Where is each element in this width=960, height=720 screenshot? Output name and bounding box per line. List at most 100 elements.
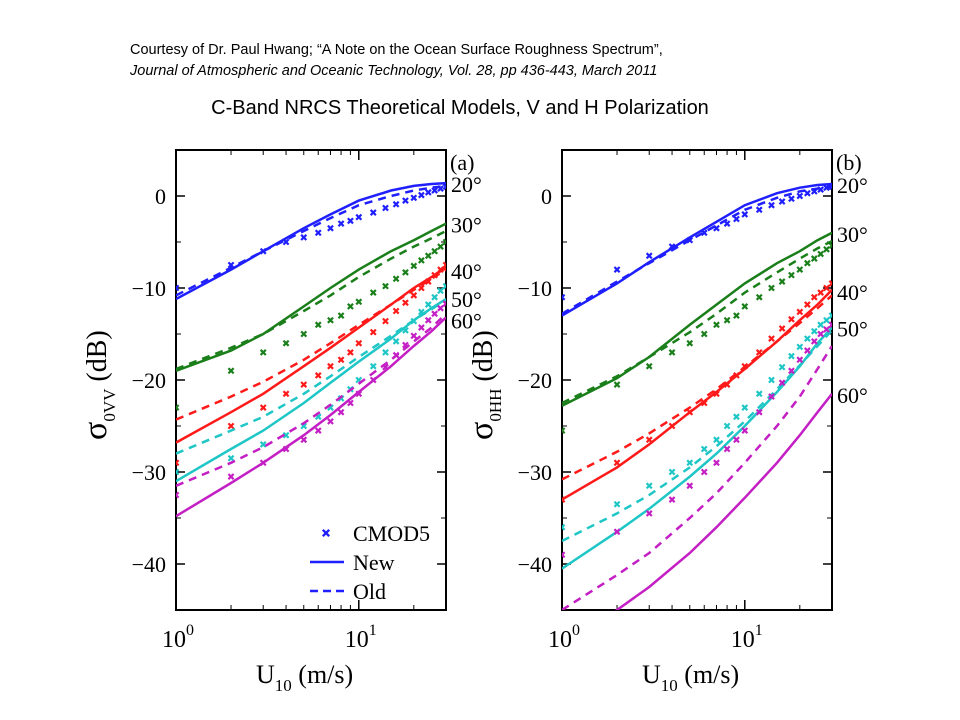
cmod5-point-60 (282, 445, 290, 453)
cmod5-point-40 (700, 399, 708, 407)
cmod5-point-40 (713, 390, 720, 398)
y-axis-label: σ0HH (dB) (463, 330, 505, 440)
cmod5-point-50 (437, 287, 444, 295)
cmod5-point-30 (314, 321, 322, 329)
cmod5-point-40 (437, 266, 444, 273)
old-line-60 (176, 312, 446, 487)
y-tick-label: 0 (155, 184, 166, 209)
cmod5-point-60 (392, 351, 400, 359)
cmod5-point-30 (817, 250, 825, 258)
cmod5-point-30 (755, 293, 763, 301)
cmod5-point-20 (768, 201, 775, 209)
angle-label-40: 40° (837, 280, 868, 305)
cmod5-point-50 (562, 523, 566, 531)
credit-line-2: Journal of Atmospheric and Oceanic Techn… (130, 63, 658, 79)
x-axis-subscript: 10 (661, 676, 678, 695)
cmod5-point-30 (700, 330, 708, 338)
plot-area (562, 182, 832, 610)
x-tick-exponent: 1 (369, 622, 377, 639)
cmod5-point-40 (668, 422, 676, 430)
cmod5-point-30 (337, 312, 345, 319)
x-axis-unit: (m/s) (678, 660, 739, 689)
cmod5-point-20 (723, 220, 731, 227)
cmod5-point-60 (337, 408, 345, 416)
y-tick-label: −20 (518, 368, 552, 393)
legend-new-label: New (353, 550, 395, 575)
legend-cmod5-marker (321, 528, 331, 538)
cmod5-point-60 (778, 379, 786, 387)
old-line-60 (562, 345, 832, 610)
angle-label-60: 60° (451, 308, 482, 333)
old-line-50 (562, 329, 832, 543)
x-tick-exponent: 0 (572, 622, 580, 639)
new-line-40 (176, 266, 446, 444)
cmod5-point-50 (392, 337, 400, 345)
cmod5-point-20 (796, 192, 804, 200)
cmod5-point-20 (804, 189, 811, 197)
new-line-20 (176, 181, 446, 301)
cmod5-point-50 (176, 468, 180, 476)
cmod5-point-60 (355, 390, 363, 398)
cmod5-point-30 (176, 404, 180, 411)
cmod5-point-20 (817, 186, 825, 193)
cmod5-point-50 (613, 500, 621, 508)
cmod5-point-40 (355, 339, 363, 347)
cmod5-point-40 (176, 459, 180, 467)
cmod5-point-60 (431, 310, 439, 318)
cmod5-point-60 (810, 337, 818, 345)
cmod5-point-50 (778, 363, 786, 371)
cmod5-point-30 (355, 298, 363, 306)
x-tick-base: 10 (345, 627, 369, 653)
cmod5-point-40 (392, 307, 400, 315)
cmod5-point-40 (768, 335, 775, 342)
panel-label: (b) (836, 150, 862, 175)
cmod5-point-50 (700, 445, 708, 453)
cmod5-point-30 (686, 339, 694, 347)
cmod5-point-30 (227, 367, 235, 375)
x-tick-label: 101 (345, 622, 377, 653)
slide-title: C-Band NRCS Theoretical Models, V and H … (211, 97, 709, 119)
cmod5-point-60 (645, 510, 653, 517)
cmod5-point-30 (410, 262, 418, 270)
cmod5-point-40 (723, 381, 731, 388)
cmod5-point-40 (369, 328, 377, 336)
cmod5-point-30 (645, 362, 653, 370)
cmod5-point-40 (337, 356, 345, 364)
cmod5-point-30 (778, 278, 786, 285)
cmod5-point-20 (337, 220, 345, 227)
cmod5-point-60 (402, 341, 409, 349)
cmod5-point-50 (382, 349, 389, 356)
cmod5-point-40 (431, 271, 439, 279)
x-tick-label: 100 (162, 622, 194, 653)
x-tick-label: 101 (731, 622, 763, 653)
y-tick-label: −10 (518, 276, 552, 301)
cmod5-point-50 (817, 321, 825, 329)
cmod5-point-50 (828, 312, 832, 319)
credit-line-1: Courtesy of Dr. Paul Hwang; “A Note on t… (130, 42, 663, 58)
cmod5-point-40 (823, 284, 830, 292)
y-axis-subscript: 0HH (486, 389, 505, 422)
cmod5-point-40 (327, 362, 334, 370)
cmod5-point-20 (392, 200, 400, 208)
y-tick-label: 0 (541, 184, 552, 209)
new-line-40 (562, 288, 832, 501)
cmod5-point-50 (713, 436, 720, 444)
cmod5-point-60 (828, 321, 832, 329)
cmod5-point-20 (259, 247, 267, 255)
cmod5-point-50 (227, 454, 235, 462)
y-tick-label: −40 (132, 552, 166, 577)
cmod5-point-20 (788, 195, 795, 203)
x-axis-symbol: U (642, 660, 661, 689)
angle-label-20: 20° (451, 172, 482, 197)
old-line-30 (562, 239, 832, 405)
y-axis-label: σ0VV (dB) (77, 330, 119, 440)
cmod5-point-30 (723, 316, 731, 324)
cmod5-point-40 (259, 404, 267, 411)
cmod5-point-60 (442, 300, 446, 308)
new-line-20 (562, 182, 832, 317)
legend: CMOD5 New Old (310, 521, 430, 604)
cmod5-point-20 (437, 185, 444, 193)
cmod5-point-30 (259, 349, 267, 356)
angle-label-50: 50° (451, 287, 482, 312)
cmod5-point-50 (424, 301, 432, 308)
